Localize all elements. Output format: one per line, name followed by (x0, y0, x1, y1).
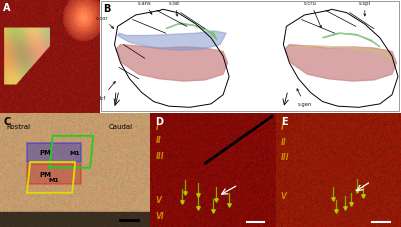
Text: lcf: lcf (99, 82, 115, 100)
Text: E: E (281, 117, 288, 127)
Text: s.ans: s.ans (138, 1, 152, 15)
Text: III: III (155, 151, 164, 160)
Text: s.lat: s.lat (169, 1, 180, 17)
Text: PM: PM (39, 150, 51, 156)
Polygon shape (117, 32, 226, 51)
Text: M1: M1 (70, 151, 81, 156)
Text: II: II (281, 137, 286, 146)
Text: s.cor: s.cor (96, 16, 113, 29)
Text: Rostral: Rostral (6, 124, 30, 130)
Text: A: A (3, 3, 10, 13)
Text: D: D (155, 117, 163, 127)
Text: C: C (3, 117, 10, 127)
Text: I: I (281, 123, 284, 132)
Text: II: II (155, 135, 161, 144)
Polygon shape (290, 47, 393, 64)
Bar (27, 143, 81, 162)
Text: Caudal: Caudal (108, 124, 132, 130)
Text: VI: VI (155, 211, 164, 220)
Bar (27, 165, 81, 184)
Text: s.cru: s.cru (304, 1, 321, 29)
Text: s.spl: s.spl (359, 1, 371, 17)
Text: s.gen: s.gen (297, 89, 312, 107)
Polygon shape (166, 24, 217, 41)
Polygon shape (116, 45, 228, 82)
Text: M1: M1 (49, 177, 59, 182)
Text: I: I (155, 123, 158, 132)
Polygon shape (322, 34, 380, 48)
Text: B: B (103, 4, 110, 14)
Text: V: V (281, 191, 287, 200)
Polygon shape (285, 45, 397, 82)
Text: V: V (155, 195, 161, 204)
Text: III: III (281, 152, 290, 161)
Text: PM: PM (39, 171, 51, 177)
